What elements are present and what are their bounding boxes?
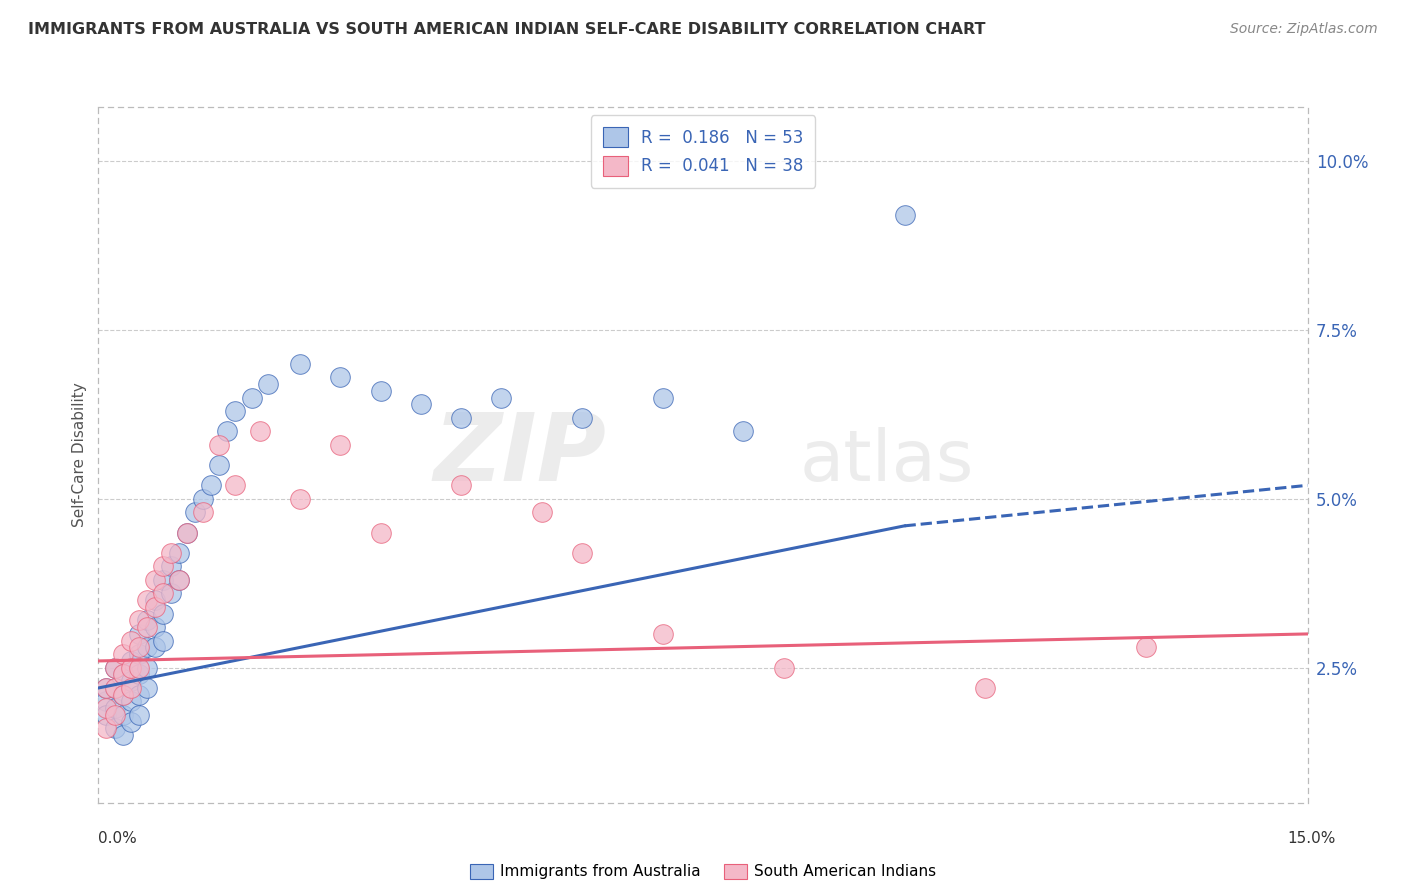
Point <box>208 438 231 452</box>
Point <box>135 593 157 607</box>
Point <box>103 661 125 675</box>
Point <box>224 478 246 492</box>
Point <box>128 647 150 661</box>
Point <box>135 681 157 695</box>
Point <box>103 661 125 675</box>
Point <box>96 708 118 723</box>
Point <box>167 573 190 587</box>
Point <box>120 674 142 689</box>
Point <box>288 491 311 506</box>
Point <box>651 391 673 405</box>
Point <box>217 424 239 438</box>
Point <box>120 633 142 648</box>
Text: atlas: atlas <box>800 427 974 496</box>
Point <box>128 661 150 675</box>
Point <box>120 681 142 695</box>
Point <box>128 688 150 702</box>
Point <box>152 607 174 621</box>
Point <box>135 614 157 628</box>
Point <box>103 681 125 695</box>
Point <box>160 586 183 600</box>
Point <box>128 614 150 628</box>
Point <box>96 681 118 695</box>
Text: Source: ZipAtlas.com: Source: ZipAtlas.com <box>1230 22 1378 37</box>
Point <box>120 661 142 675</box>
Point <box>491 391 513 405</box>
Point <box>111 667 134 681</box>
Point <box>651 627 673 641</box>
Point <box>152 573 174 587</box>
Point <box>167 573 190 587</box>
Point <box>974 681 997 695</box>
Point <box>120 714 142 729</box>
Point <box>135 661 157 675</box>
Point <box>571 410 593 425</box>
Text: ZIP: ZIP <box>433 409 606 501</box>
Point <box>152 633 174 648</box>
Point <box>103 708 125 723</box>
Text: 15.0%: 15.0% <box>1288 831 1336 846</box>
Point <box>160 559 183 574</box>
Y-axis label: Self-Care Disability: Self-Care Disability <box>72 383 87 527</box>
Point <box>176 525 198 540</box>
Point <box>176 525 198 540</box>
Point <box>450 410 472 425</box>
Point <box>772 661 794 675</box>
Point <box>288 357 311 371</box>
Point <box>152 586 174 600</box>
Point <box>256 376 278 391</box>
Point <box>240 391 263 405</box>
Point <box>167 546 190 560</box>
Point <box>128 640 150 655</box>
Point <box>193 491 215 506</box>
Point <box>893 208 915 222</box>
Point <box>120 654 142 668</box>
Point <box>530 505 553 519</box>
Text: IMMIGRANTS FROM AUSTRALIA VS SOUTH AMERICAN INDIAN SELF-CARE DISABILITY CORRELAT: IMMIGRANTS FROM AUSTRALIA VS SOUTH AMERI… <box>28 22 986 37</box>
Point <box>1135 640 1157 655</box>
Point <box>143 620 166 634</box>
Point <box>143 599 166 614</box>
Point <box>733 424 755 438</box>
Point <box>329 370 352 384</box>
Point <box>96 701 118 715</box>
Point <box>370 384 392 398</box>
Point <box>111 667 134 681</box>
Point <box>143 573 166 587</box>
Point <box>103 681 125 695</box>
Point <box>135 640 157 655</box>
Point <box>184 505 207 519</box>
Point <box>160 546 183 560</box>
Point <box>249 424 271 438</box>
Point <box>111 647 134 661</box>
Point <box>571 546 593 560</box>
Legend: R =  0.186   N = 53, R =  0.041   N = 38: R = 0.186 N = 53, R = 0.041 N = 38 <box>591 115 815 187</box>
Point <box>135 620 157 634</box>
Point <box>193 505 215 519</box>
Point <box>143 593 166 607</box>
Point <box>329 438 352 452</box>
Point <box>96 681 118 695</box>
Point <box>103 722 125 736</box>
Point <box>200 478 222 492</box>
Point <box>450 478 472 492</box>
Point <box>128 708 150 723</box>
Text: 0.0%: 0.0% <box>98 831 138 846</box>
Point <box>152 559 174 574</box>
Point <box>224 404 246 418</box>
Point <box>103 701 125 715</box>
Point <box>111 688 134 702</box>
Point <box>111 708 134 723</box>
Point <box>120 694 142 708</box>
Point <box>111 728 134 742</box>
Point <box>96 694 118 708</box>
Point <box>370 525 392 540</box>
Point <box>128 627 150 641</box>
Point <box>208 458 231 472</box>
Point <box>143 640 166 655</box>
Point <box>128 667 150 681</box>
Point <box>111 688 134 702</box>
Point <box>96 722 118 736</box>
Point <box>409 397 432 411</box>
